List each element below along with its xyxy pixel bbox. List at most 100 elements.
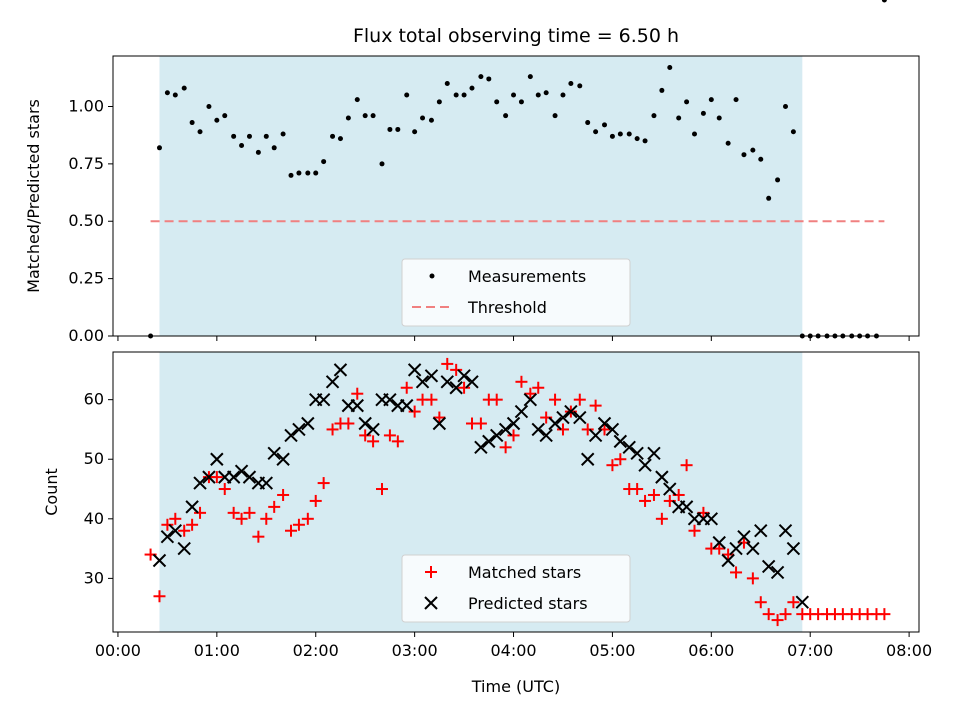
- measurement-point: [354, 97, 360, 103]
- predicted-star-point: [325, 375, 340, 389]
- measurement-point: [181, 85, 187, 91]
- matched-star-point: [277, 488, 290, 501]
- top-legend: Measurements Threshold: [401, 258, 631, 327]
- matched-star-point: [746, 572, 759, 585]
- predicted-star-point: [432, 416, 447, 431]
- matched-star-point: [680, 459, 693, 472]
- predicted-star-point: [234, 464, 249, 478]
- predicted-star-point: [333, 363, 348, 377]
- matched-star-point: [771, 614, 784, 627]
- predicted-star-point: [366, 422, 380, 437]
- measurement-point: [436, 99, 442, 105]
- measurement-point: [518, 99, 524, 105]
- matched-star-point: [458, 381, 471, 394]
- measurement-point: [271, 145, 277, 151]
- predicted-star-point: [160, 529, 175, 544]
- measurement-point: [231, 133, 237, 139]
- measurement-point: [790, 129, 796, 135]
- predicted-star-point: [770, 565, 785, 580]
- measurement-point: [296, 170, 302, 176]
- matched-star-point: [524, 387, 537, 400]
- measurement-point: [617, 131, 623, 137]
- measurement-point: [255, 149, 261, 155]
- predicted-star-point: [358, 416, 372, 431]
- predicted-star-point: [712, 535, 726, 550]
- measurement-point: [626, 131, 632, 137]
- measurement-point: [486, 76, 492, 82]
- x-tick-label: 03:00: [392, 641, 438, 660]
- matched-star-point: [779, 608, 792, 621]
- predicted-star-point: [440, 375, 454, 389]
- x-tick-label: 01:00: [194, 641, 240, 660]
- measurement-point: [387, 126, 393, 132]
- measurement-point: [404, 92, 410, 98]
- measurement-point: [634, 136, 640, 142]
- predicted-star-point: [613, 434, 628, 449]
- y-tick-label: 0.75: [68, 154, 104, 173]
- measurement-point: [444, 81, 450, 87]
- matched-star-point: [730, 566, 743, 579]
- predicted-star-point: [350, 398, 364, 413]
- measurement-point: [651, 113, 657, 119]
- measurement-point: [511, 92, 517, 98]
- x-tick-label: 00:00: [95, 641, 141, 660]
- matched-star-point: [425, 393, 438, 406]
- measurement-point: [337, 136, 343, 142]
- measurement-point: [420, 115, 426, 121]
- measurement-point: [775, 177, 781, 183]
- matched-star-point: [639, 494, 652, 507]
- predicted-star-point: [506, 416, 521, 431]
- measurement-point: [568, 81, 574, 87]
- measurement-point: [782, 103, 788, 109]
- measurement-point: [560, 92, 566, 98]
- matched-star-point: [490, 393, 503, 406]
- y-tick-label: 0.25: [68, 269, 104, 288]
- measurement-point: [222, 113, 228, 119]
- matched-star-point: [153, 590, 166, 603]
- measurement-point: [313, 170, 319, 176]
- predicted-star-point: [400, 398, 414, 413]
- predicted-star-point: [490, 428, 504, 443]
- measurement-point: [321, 159, 327, 165]
- measurement-point: [684, 99, 690, 105]
- matched-star-point: [474, 417, 487, 430]
- measurement-point: [288, 172, 294, 178]
- predicted-star-point: [474, 440, 488, 455]
- legend-measurements-label: Measurements: [468, 267, 586, 286]
- predicted-star-point: [679, 500, 694, 514]
- measurement-point: [716, 115, 722, 121]
- predicted-star-point: [185, 500, 199, 514]
- matched-star-point: [441, 357, 454, 370]
- measurement-point: [527, 74, 533, 80]
- matched-star-point: [342, 417, 355, 430]
- matched-star-point: [614, 453, 627, 466]
- matched-star-point: [351, 387, 364, 400]
- measurement-point: [503, 113, 509, 119]
- x-tick-label: 04:00: [490, 641, 536, 660]
- matched-star-point: [285, 524, 298, 537]
- predicted-star-point: [276, 452, 290, 466]
- predicted-star-point: [548, 416, 562, 431]
- measurement-point: [642, 138, 648, 144]
- predicted-star-point: [316, 392, 331, 407]
- measurement-point: [461, 92, 467, 98]
- predicted-star-point: [531, 422, 545, 437]
- x-tick-label: 02:00: [293, 641, 339, 660]
- measurement-point: [305, 170, 311, 176]
- predicted-star-point: [465, 375, 479, 389]
- measurement-point: [750, 147, 756, 153]
- top-x-ticks: [117, 336, 910, 341]
- matched-star-point: [367, 435, 380, 448]
- measurement-point: [708, 97, 714, 103]
- measurement-point: [602, 122, 608, 128]
- top-plot-frame: [112, 55, 920, 337]
- matched-star-point: [515, 375, 528, 388]
- matched-star-point: [581, 423, 594, 436]
- matched-star-point: [573, 393, 586, 406]
- predicted-star-point: [498, 422, 513, 437]
- x-tick-label: 06:00: [688, 641, 734, 660]
- matched-star-point: [227, 506, 240, 519]
- matched-star-point: [317, 477, 330, 490]
